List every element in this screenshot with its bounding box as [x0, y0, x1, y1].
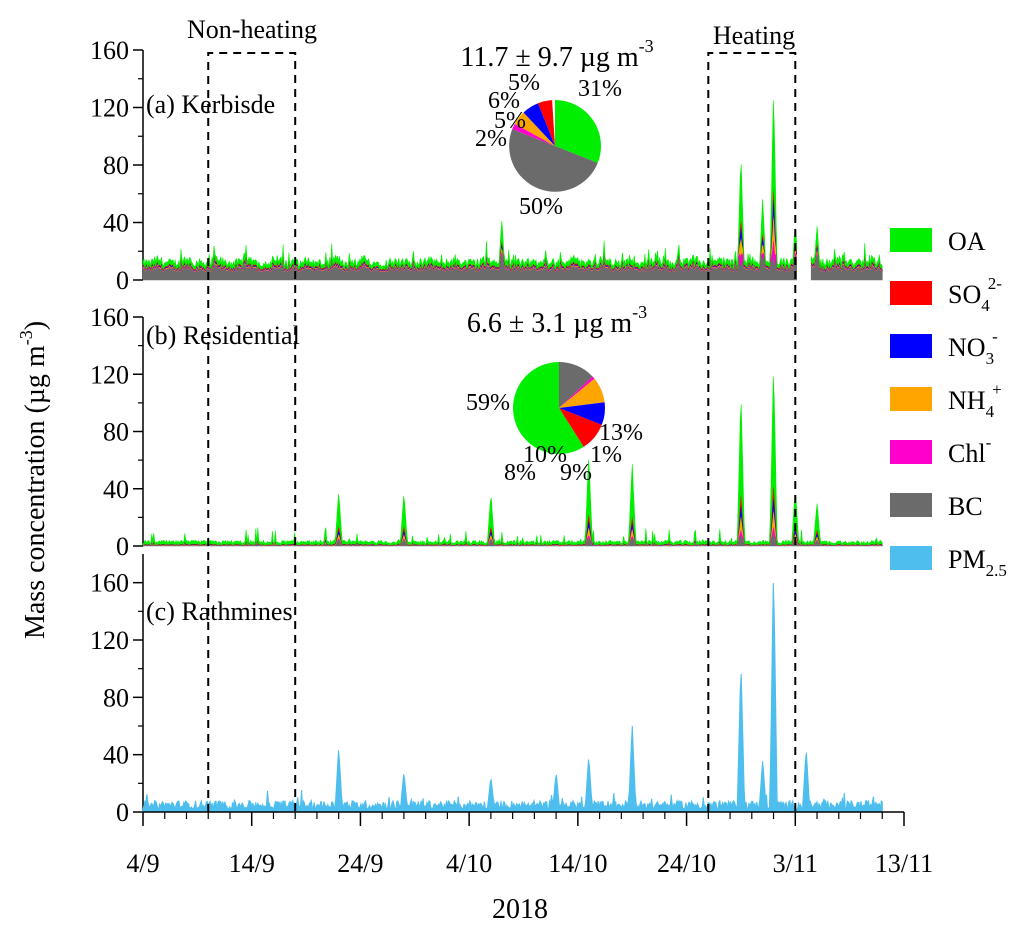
x-tick-label: 24/10: [657, 849, 716, 878]
legend-item: NO3-: [890, 327, 998, 368]
y-tick-label: 80: [103, 151, 129, 180]
panel-label: (b) Residential: [146, 321, 300, 350]
legend-label: Chl-: [948, 433, 992, 468]
x-tick-label: 13/11: [875, 849, 933, 878]
legend-label: OA: [948, 227, 986, 256]
legend-label: PM2.5: [948, 545, 1007, 580]
legend-label: NO3-: [948, 327, 998, 368]
x-tick-label: 4/9: [126, 849, 159, 878]
panel-3: 0 40 80 120 160 (c) Rathmines: [90, 554, 883, 827]
pie-label-Chl-: 2%: [475, 126, 507, 152]
pie-slice-OA: [555, 100, 601, 163]
legend-swatch: [890, 228, 932, 252]
period-label-heating: Heating: [713, 21, 795, 50]
y-tick-label: 40: [103, 209, 129, 238]
legend-item: SO42-: [890, 274, 1002, 315]
pie-label-SO42-: 5%: [508, 70, 540, 96]
legend-item: OA: [890, 227, 986, 256]
y-tick-label: 80: [103, 683, 129, 712]
legend-swatch: [890, 546, 932, 570]
x-tick-label: 14/9: [229, 849, 275, 878]
legend-item: NH4+: [890, 380, 1002, 421]
pie-slice-Chl-: [559, 376, 595, 408]
y-axis-label: Mass concentration (µg m-3): [16, 321, 51, 639]
pie-label-NO3-: 8%: [504, 460, 536, 486]
panel-2: 0 40 80 120 160 (b) Residential 6.6 ± 3.1 µg m…: [90, 302, 883, 561]
pie-label-OA: 59%: [466, 390, 510, 416]
x-tick-label: 4/10: [446, 849, 492, 878]
period-boxes: [207, 52, 797, 812]
y-tick-label: 40: [103, 741, 129, 770]
pie-slice-BC: [559, 362, 593, 408]
x-tick-label: 24/9: [337, 849, 383, 878]
y-tick-label: 120: [90, 360, 129, 389]
period-label-nonheating: Non-heating: [187, 15, 317, 44]
legend-label: NH4+: [948, 380, 1002, 421]
pie-label-Chl-: 1%: [590, 442, 622, 468]
y-tick-label: 0: [116, 266, 129, 295]
pie-slice-NH4+: [514, 112, 555, 146]
y-tick-label: 0: [116, 532, 129, 561]
pie-label-BC: 50%: [519, 194, 563, 220]
y-axis-label-close: ): [20, 321, 51, 330]
y-tick-label: 160: [90, 36, 129, 65]
legend-swatch: [890, 387, 932, 411]
mean-label: 6.6 ± 3.1 µg m-3: [467, 302, 647, 339]
y-tick-label: 160: [90, 569, 129, 598]
pie-slice-SO42-: [538, 100, 555, 146]
series-area-SO42-: [142, 182, 797, 272]
y-tick-label: 80: [103, 418, 129, 447]
series-group: [142, 100, 883, 281]
x-axis-label: 2018: [492, 894, 548, 925]
period-box-heating: [707, 52, 797, 812]
series-group: [142, 582, 883, 813]
x-tick-label: 14/10: [548, 849, 607, 878]
y-tick-label: 160: [90, 303, 129, 332]
y-tick-label: 0: [116, 798, 129, 827]
series-area-OA: [142, 376, 883, 546]
pie-slice-NO3-: [559, 402, 606, 425]
period-box-non-heating: [207, 52, 297, 812]
y-tick-label: 120: [90, 626, 129, 655]
panel-1: 0 40 80 120 160 (a) Kerbisde 11.7 ± 9.7 µg m-3: [90, 36, 883, 295]
pie-label-OA: 31%: [578, 76, 622, 102]
pie-chart-2: 59% 10%8% 9%1%13%: [466, 362, 643, 486]
legend-label: BC: [948, 492, 983, 521]
legend-label: SO42-: [948, 274, 1002, 315]
legend-swatch: [890, 440, 932, 464]
legend-swatch: [890, 281, 932, 305]
pie-label-NH4+: 9%: [560, 460, 592, 486]
pie-chart-1: 31%50%2%5%6%5%: [475, 70, 622, 220]
pie-slice-NH4+: [559, 378, 605, 408]
legend-swatch: [890, 334, 932, 358]
pie-slice-BC: [509, 129, 598, 192]
pie-slice-OA: [513, 362, 584, 455]
y-axis-label-sup: -3: [16, 330, 36, 345]
legend-item: PM2.5: [890, 545, 1007, 580]
legend-item: Chl-: [890, 433, 992, 468]
series-area-OA: [142, 100, 797, 271]
pie-slice-NO3-: [523, 103, 555, 146]
pie-label-NO3-: 6%: [488, 88, 520, 114]
legend: OA SO42- NO3- NH4+ Chl- BC PM2.5: [890, 227, 1007, 580]
y-tick-label: 120: [90, 94, 129, 123]
series-area-OA: [810, 226, 883, 271]
pie-slice-Chl-: [512, 123, 555, 146]
x-axis: 4/9 14/9 24/9 4/10 14/10 24/10 3/11 13/11: [126, 811, 933, 878]
pie-label-NH4+: 5%: [494, 108, 526, 134]
pie-label-SO42-: 10%: [523, 442, 567, 468]
legend-item: BC: [890, 492, 983, 521]
panel-label: (a) Kerbisde: [146, 90, 275, 119]
series-group: [142, 376, 883, 547]
y-tick-label: 40: [103, 475, 129, 504]
panel-label: (c) Rathmines: [146, 597, 293, 626]
pie-slice-SO42-: [559, 408, 602, 447]
pie-label-BC: 13%: [599, 420, 643, 446]
series-area-PM2.5: [142, 582, 883, 813]
legend-swatch: [890, 493, 932, 517]
x-tick-label: 3/11: [773, 849, 818, 878]
mean-label: 11.7 ± 9.7 µg m-3: [460, 36, 653, 73]
